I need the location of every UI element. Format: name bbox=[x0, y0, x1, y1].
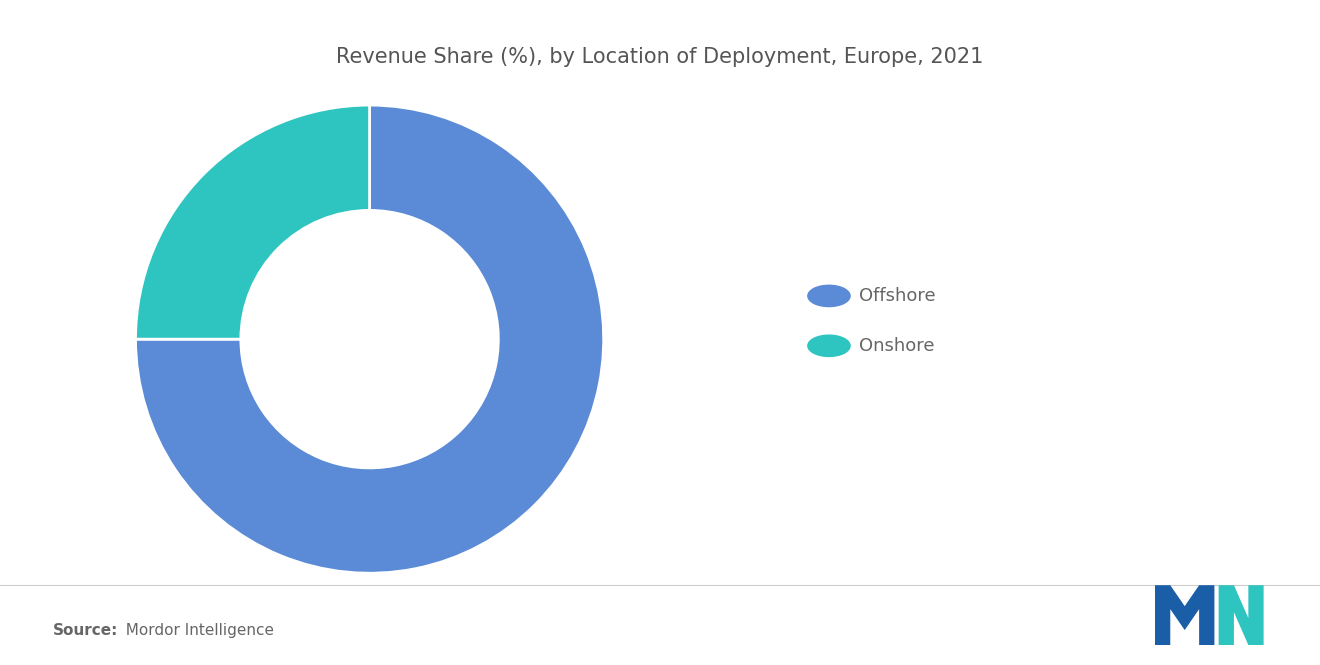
Polygon shape bbox=[1155, 585, 1214, 645]
Polygon shape bbox=[1218, 585, 1263, 645]
Text: Onshore: Onshore bbox=[859, 336, 935, 355]
Wedge shape bbox=[136, 105, 603, 573]
Circle shape bbox=[240, 210, 499, 468]
Text: Revenue Share (%), by Location of Deployment, Europe, 2021: Revenue Share (%), by Location of Deploy… bbox=[337, 47, 983, 66]
Text: Source:: Source: bbox=[53, 623, 119, 638]
Wedge shape bbox=[136, 105, 370, 339]
Text: Mordor Intelligence: Mordor Intelligence bbox=[116, 623, 275, 638]
Text: Offshore: Offshore bbox=[859, 287, 936, 305]
